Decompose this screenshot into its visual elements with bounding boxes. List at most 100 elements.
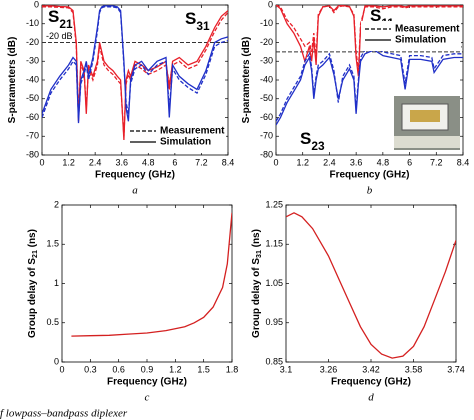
curve-label-part: 21 (59, 17, 73, 31)
y-axis-label-part: 21 (32, 250, 39, 258)
y-tick-label: -20 (260, 37, 273, 47)
y-tick-label: -40 (26, 74, 39, 84)
legend-label: Measurement (160, 126, 225, 137)
x-tick-label: 0.9 (141, 364, 154, 374)
panel-caption: c (145, 392, 150, 404)
reference-label: -20 dB (46, 31, 73, 41)
legend-label: Measurement (395, 24, 460, 35)
legend-box (361, 21, 461, 51)
series-line (276, 45, 463, 122)
x-axis-label: Frequency (GHz) (329, 170, 409, 181)
x-tick-label: 2.4 (323, 157, 336, 167)
x-axis-label: Frequency (GHz) (331, 377, 411, 388)
series-line (276, 5, 463, 77)
y-tick-label: -80 (26, 149, 39, 159)
legend-label: Simulation (395, 35, 446, 46)
panel-caption: d (368, 392, 374, 404)
x-tick-label: 6 (172, 157, 177, 167)
x-tick-label: 7.2 (195, 157, 208, 167)
panel-caption: b (367, 185, 373, 197)
x-tick-label: 0 (59, 364, 64, 374)
y-axis-label: S-parameters (dB) (241, 37, 252, 124)
y-axis-label-part: (ns) (27, 229, 38, 250)
curve-label-part: S (370, 6, 381, 25)
x-tick-label: 3.42 (362, 364, 380, 374)
x-tick-label: 3.26 (320, 364, 338, 374)
x-tick-label: 1.2 (62, 157, 75, 167)
curve-label: S31 (185, 9, 210, 33)
y-tick-label: 0 (34, 0, 39, 9)
x-tick-label: 3.74 (447, 364, 465, 374)
y-axis-label-part: Group delay of S (27, 258, 38, 338)
y-tick-label: 0.5 (46, 317, 59, 327)
x-tick-label: 0.6 (112, 364, 125, 374)
y-tick-label: -30 (26, 56, 39, 66)
legend-box (126, 123, 226, 153)
x-tick-label: 6 (407, 157, 412, 167)
x-tick-label: 1.2 (296, 157, 309, 167)
y-tick-label: 1 (54, 278, 59, 288)
curve-label: S23 (300, 129, 325, 153)
series-line (286, 212, 456, 359)
y-axis-label: Group delay of S31 (ns) (251, 229, 264, 338)
y-tick-label: 1.05 (265, 278, 283, 288)
y-tick-label: 0 (54, 356, 59, 366)
x-tick-label: 8.4 (222, 157, 235, 167)
y-axis-label: S-parameters (dB) (7, 37, 18, 124)
x-tick-label: 7.2 (430, 157, 443, 167)
y-tick-label: -50 (260, 93, 273, 103)
y-tick-label: -30 (260, 56, 273, 66)
series-line (276, 49, 463, 126)
curve-label-part: 31 (196, 19, 210, 33)
y-tick-label: -50 (26, 93, 39, 103)
y-axis-label-part: S-parameters (dB) (241, 37, 252, 124)
inset-circuit (410, 110, 440, 122)
curve-label-part: 23 (311, 139, 325, 153)
x-tick-label: 2.4 (89, 157, 102, 167)
x-tick-label: 3.6 (350, 157, 363, 167)
y-axis-label-part: Group delay of S (251, 258, 262, 338)
y-tick-label: -20 (26, 37, 39, 47)
y-tick-label: 1.5 (46, 239, 59, 249)
y-tick-label: -10 (26, 18, 39, 28)
y-tick-label: -40 (260, 74, 273, 84)
y-axis-label-part: S-parameters (dB) (7, 37, 18, 124)
y-tick-label: -70 (260, 131, 273, 141)
x-tick-label: 3.58 (405, 364, 423, 374)
y-tick-label: 1.25 (265, 199, 283, 209)
footer-text: f lowpass–bandpass diplexer (0, 408, 128, 420)
y-tick-label: 0.95 (265, 317, 283, 327)
y-tick-label: -60 (260, 112, 273, 122)
curve-label: S21 (48, 7, 73, 31)
x-tick-label: 8.4 (457, 157, 470, 167)
y-tick-label: 1.15 (265, 239, 283, 249)
y-tick-label: 0 (268, 0, 273, 9)
plot-frame (61, 204, 233, 363)
panel-caption: a (132, 185, 138, 197)
x-axis-label: Frequency (GHz) (95, 170, 175, 181)
x-tick-label: 4.8 (377, 157, 390, 167)
x-tick-label: 3.6 (115, 157, 128, 167)
series-line (71, 212, 232, 337)
curve-label-part: S (48, 7, 59, 26)
x-tick-label: 1.8 (226, 364, 239, 374)
y-axis-label: Group delay of S21 (ns) (27, 229, 40, 338)
x-tick-label: 0 (39, 157, 44, 167)
y-tick-label: -70 (26, 131, 39, 141)
inset-ruler (394, 136, 460, 148)
curve-label-part: S (300, 129, 311, 148)
x-tick-label: 4.8 (142, 157, 155, 167)
x-tick-label: 1.5 (197, 364, 210, 374)
plot-frame (285, 204, 457, 363)
x-tick-label: 0.3 (84, 364, 97, 374)
y-tick-label: -60 (26, 112, 39, 122)
y-tick-label: 0.85 (265, 356, 283, 366)
y-axis-label-part: 31 (256, 250, 263, 258)
x-axis-label: Frequency (GHz) (107, 377, 187, 388)
x-tick-label: 3.1 (280, 364, 293, 374)
series-line (42, 5, 228, 124)
curve-label-part: S (185, 9, 196, 28)
legend-label: Simulation (160, 137, 211, 148)
y-axis-label-part: (ns) (251, 229, 262, 250)
